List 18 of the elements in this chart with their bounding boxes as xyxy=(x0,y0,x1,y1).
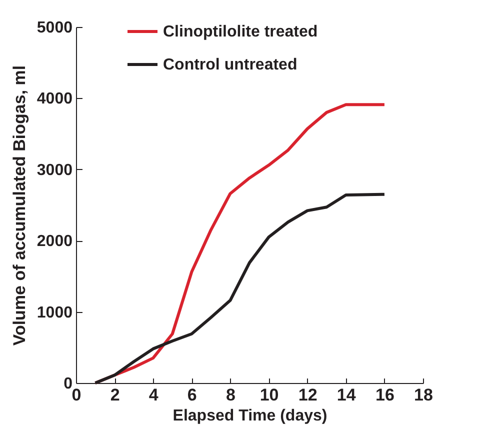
y-tick-label: 1000 xyxy=(36,304,73,322)
legend-label: Clinoptilolite treated xyxy=(163,24,318,40)
x-tick-label: 18 xyxy=(414,386,433,404)
legend-label: Control untreated xyxy=(163,56,298,74)
x-tick-label: 4 xyxy=(148,386,159,404)
x-tick-label: 16 xyxy=(375,386,394,404)
x-tick-label: 14 xyxy=(336,386,356,404)
y-tick-label: 5000 xyxy=(36,20,73,36)
x-tick-label: 6 xyxy=(187,386,197,404)
y-tick-label: 2000 xyxy=(36,233,73,250)
x-tick-label: 2 xyxy=(110,386,120,404)
x-tick-label: 12 xyxy=(298,386,318,404)
y-tick-label: 4000 xyxy=(36,90,73,108)
x-tick-label: 8 xyxy=(226,386,236,404)
y-axis-title: Volume of accumulated Biogas, ml xyxy=(10,65,29,346)
x-axis-title: Elapsed Time (days) xyxy=(172,408,328,424)
y-tick-label: 3000 xyxy=(36,162,73,179)
x-tick-label: 10 xyxy=(260,386,279,404)
